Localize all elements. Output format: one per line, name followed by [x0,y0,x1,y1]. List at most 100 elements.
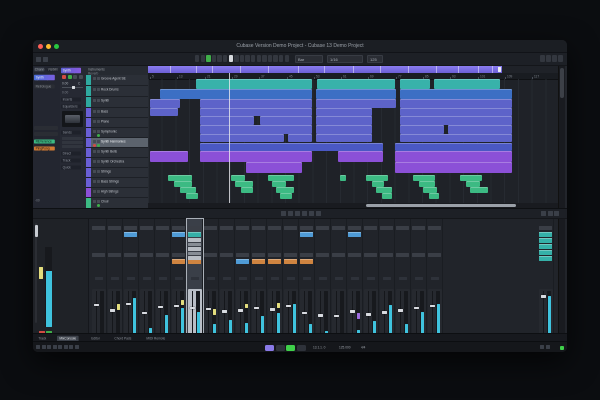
routing-row[interactable] [62,145,83,148]
midi-clip[interactable] [186,193,198,199]
fader-track[interactable] [416,291,417,337]
midi-clip[interactable] [235,181,253,187]
midi-clip[interactable] [272,181,286,187]
tool-button-13[interactable] [267,55,273,62]
cycle-button[interactable] [265,344,274,351]
track-row[interactable]: Synth Bells [86,148,148,158]
zoom-slider-thumb[interactable] [34,225,38,237]
arranger-track[interactable] [148,66,502,73]
mute-button[interactable] [92,169,96,173]
fader-cap[interactable] [398,309,403,312]
mute-button[interactable] [39,331,45,335]
transport-left-icon-0[interactable] [36,345,40,349]
inserts-rack-header[interactable] [539,226,552,230]
send-chip[interactable] [236,259,249,264]
inserts-rack-header[interactable] [172,226,185,230]
midi-clip[interactable] [316,125,372,134]
mixer-toolbar-icon-1[interactable] [288,211,293,216]
fader-track[interactable] [256,291,257,337]
midi-clip[interactable] [400,99,512,108]
channel-strip[interactable]: Vocal FX [315,219,331,350]
midi-clip[interactable] [470,187,488,193]
midi-clip[interactable] [150,99,180,108]
midi-clip[interactable] [316,133,372,143]
midi-clip[interactable] [413,175,435,181]
channel-strip[interactable]: Kit [91,219,107,350]
channel-strip[interactable]: Pad [283,219,299,350]
fader-cap[interactable] [190,306,195,310]
solo-button[interactable] [96,159,100,163]
inserts-rack-header[interactable] [124,226,137,230]
fader-cap[interactable] [110,309,115,312]
play-button[interactable] [286,344,295,351]
sends-rack-header[interactable] [172,253,185,257]
solo-button[interactable] [96,199,100,203]
sends-rack-header[interactable] [236,253,249,257]
pan-control[interactable] [255,277,263,280]
solo-button[interactable] [96,139,100,143]
lower-tab-chord-pads[interactable]: Chord Pads [114,336,132,341]
insert-slot-chip[interactable]: Retrologue [34,84,55,89]
fader-track[interactable] [96,291,97,337]
fader-track[interactable] [352,291,353,337]
track-row[interactable]: Bass [86,108,148,118]
fader-cap[interactable] [430,304,435,308]
channel-tab-channel[interactable]: Channel [34,67,45,72]
pan-control[interactable] [431,277,439,280]
send-chip[interactable] [172,259,185,264]
send-slot-chip[interactable]: PingPong Delay [34,146,55,151]
expanded-slot[interactable] [188,242,201,246]
tool-button-12[interactable] [262,55,267,62]
record-enable-button[interactable] [62,75,66,79]
inserts-rack-header[interactable] [284,226,297,230]
transport-right-icon-0[interactable] [540,345,544,349]
tool-button-5[interactable] [223,55,228,62]
sends-rack-header[interactable] [220,253,233,257]
midi-clip[interactable] [200,142,383,152]
sends-rack-header[interactable] [316,253,329,257]
tool-button-3[interactable] [211,55,217,62]
monitor-button[interactable] [96,203,100,207]
tool-button-4[interactable] [217,55,222,62]
midi-clip[interactable] [395,162,512,173]
fader-cap[interactable] [541,295,546,298]
fader-track[interactable] [208,291,209,337]
inserts-rack-header[interactable] [108,226,121,230]
sends-rack-header[interactable] [412,253,425,257]
inspector-section-sends[interactable]: Sends [61,130,81,135]
send-chip[interactable] [300,259,313,264]
channel-strip[interactable]: FX [379,219,395,350]
inspector-track-title[interactable]: Synth Harmonies [61,67,81,74]
midi-clip[interactable] [400,116,512,126]
tool-button-7[interactable] [234,55,239,62]
pan-control[interactable] [159,277,167,280]
channel-strip[interactable]: Piano [155,219,171,350]
fader-track[interactable] [224,291,225,337]
toolbar-field-2[interactable]: 125 [367,55,383,63]
mixer-toolbar-right-icon-2[interactable] [554,211,559,216]
channel-strip[interactable]: Delay [395,219,411,350]
track-row[interactable]: Bass Strings [86,178,148,188]
fader-track[interactable] [192,291,193,337]
send-chip[interactable] [284,259,297,264]
inserts-rack-header[interactable] [380,226,393,230]
midi-clip[interactable] [419,181,435,187]
toolbar-field-1[interactable]: 1/16 [327,55,363,63]
inspector-section-quick-controls[interactable]: Quick Controls [61,165,81,170]
transport-left-icon-6[interactable] [69,345,73,349]
master-insert-chip[interactable] [539,244,552,249]
midi-clip[interactable] [200,107,312,117]
monitor-button[interactable] [67,75,72,79]
sends-rack-header[interactable] [332,253,345,257]
midi-clip[interactable] [429,193,439,199]
inserts-rack-header[interactable] [348,226,361,230]
inserts-rack-header[interactable] [300,226,313,230]
fader-track[interactable] [160,291,161,337]
track-row[interactable]: Choir [86,198,148,208]
hscroll-thumb[interactable] [366,204,516,207]
selected-track-chip[interactable]: Synth Harmonies [34,74,55,81]
inspector-section-inserts[interactable]: Inserts [61,97,81,102]
pan-control[interactable] [95,277,103,280]
mute-button[interactable] [92,189,96,193]
tool-button-6[interactable] [228,55,233,62]
